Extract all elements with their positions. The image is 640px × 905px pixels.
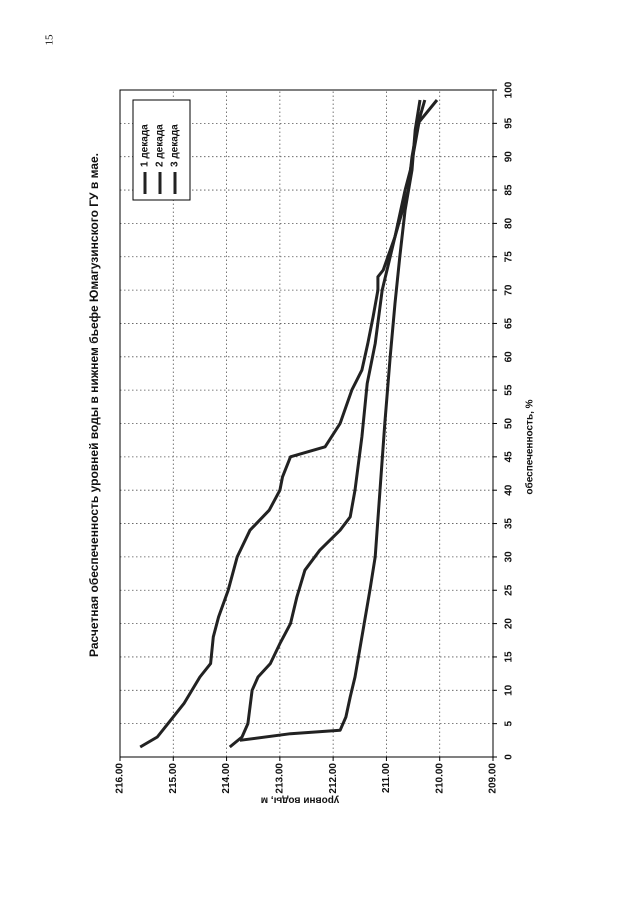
x-axis-label: обеспеченность, % [524, 399, 536, 494]
x-tick-label: 25 [504, 584, 515, 596]
x-tick-label: 5 [504, 720, 515, 726]
legend-label: 1 декада [140, 124, 151, 167]
x-tick-label: 20 [504, 618, 515, 630]
chart: Расчетная обеспеченность уровней воды в … [87, 81, 535, 805]
y-tick-label: 212.00 [328, 763, 339, 794]
x-tick-label: 0 [504, 754, 515, 760]
y-tick-label: 213.00 [274, 763, 285, 794]
x-tick-label: 90 [504, 151, 515, 163]
line-series [239, 99, 422, 742]
x-tick-label: 85 [504, 184, 515, 196]
x-tick-label: 50 [504, 418, 515, 430]
legend-label: 2 декада [155, 124, 166, 167]
y-tick-label: 215.00 [168, 763, 179, 794]
x-tick-label: 95 [504, 117, 515, 129]
x-tick-label: 45 [504, 451, 515, 463]
y-tick-label: 209.00 [488, 763, 499, 794]
x-tick-label: 30 [504, 551, 515, 563]
y-tick-label: 214.00 [221, 763, 232, 794]
y-axis-label: уровни воды, м [261, 794, 340, 805]
x-tick-label: 65 [504, 317, 515, 329]
x-tick-label: 70 [504, 284, 515, 296]
x-tick-label: 40 [504, 484, 515, 496]
line-series [228, 99, 439, 749]
y-tick-label: 216.00 [115, 763, 126, 794]
page-number: 15 [44, 34, 56, 46]
x-tick-label: 60 [504, 351, 515, 363]
x-tick-label: 35 [504, 518, 515, 530]
x-tick-label: 100 [504, 81, 515, 98]
legend-label: 3 декада [170, 124, 181, 167]
y-tick-label: 211.00 [381, 763, 392, 793]
x-tick-label: 80 [504, 217, 515, 229]
x-tick-label: 15 [504, 651, 515, 663]
x-tick-label: 10 [504, 684, 515, 696]
x-tick-label: 75 [504, 251, 515, 263]
chart-title: Расчетная обеспеченность уровней воды в … [87, 153, 101, 657]
y-tick-label: 210.00 [434, 763, 445, 794]
x-tick-label: 55 [504, 384, 515, 396]
plot-frame [119, 89, 494, 758]
